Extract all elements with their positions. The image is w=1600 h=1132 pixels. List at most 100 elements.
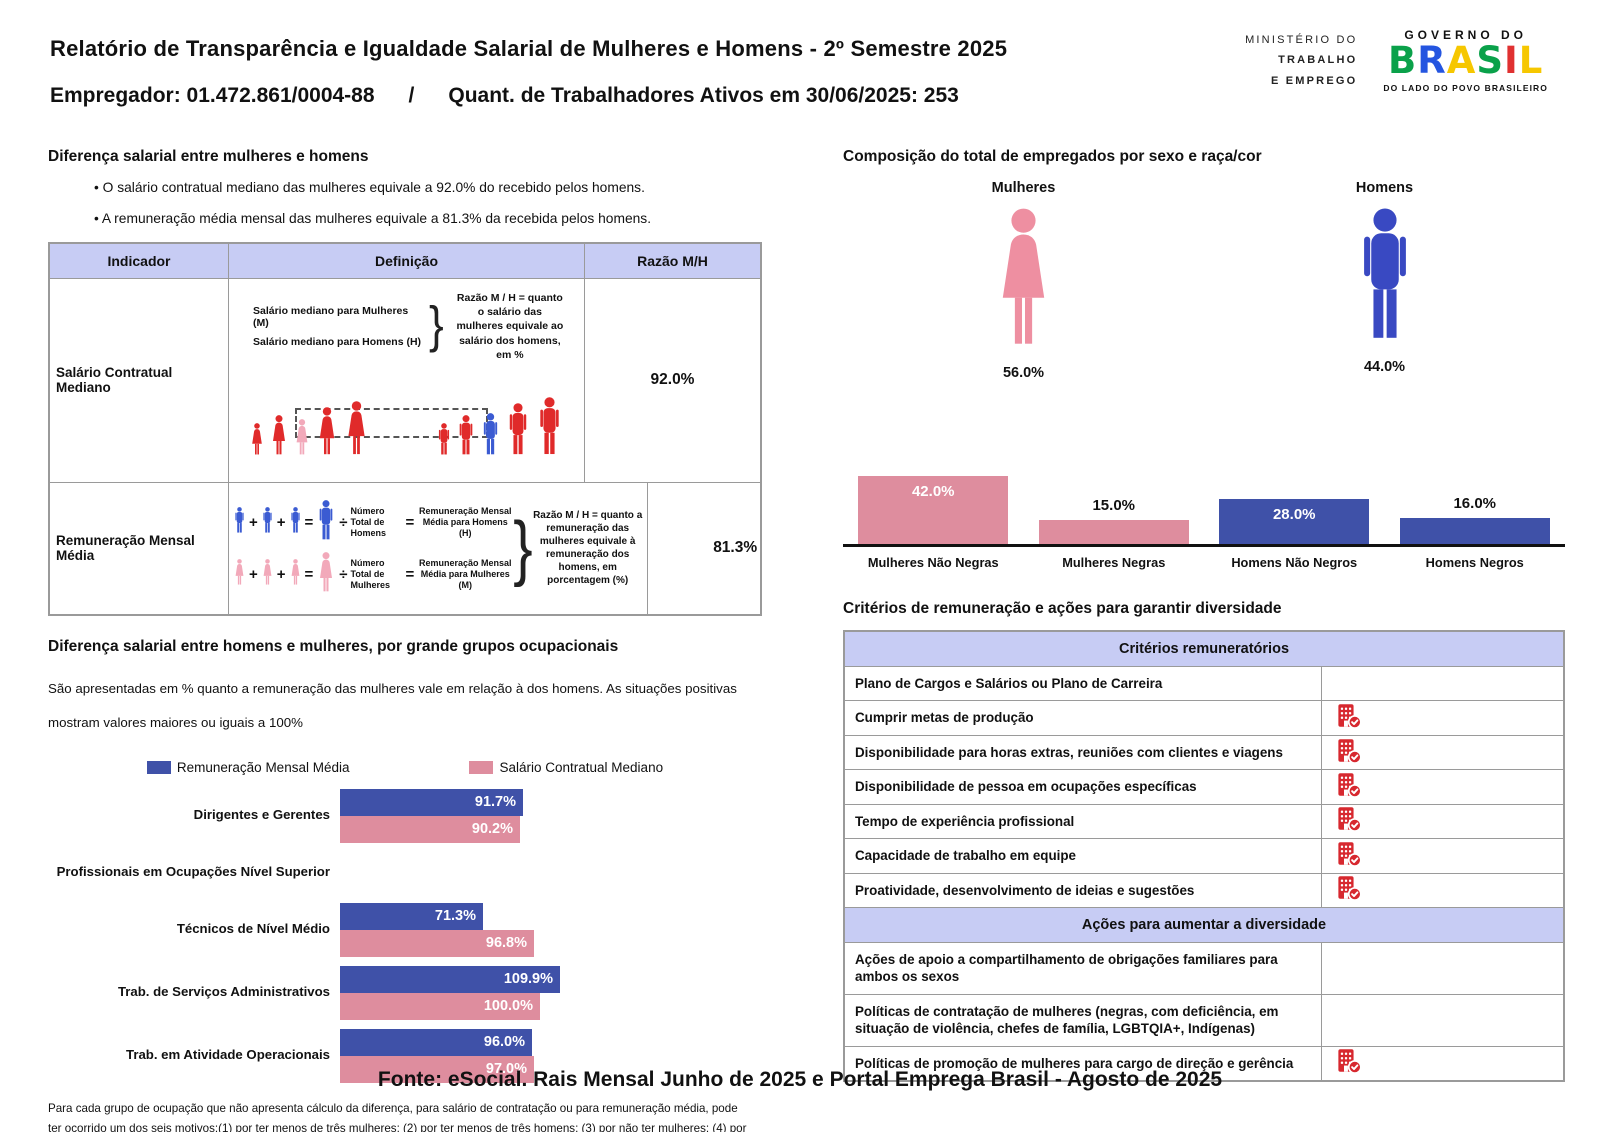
criteria-row: Tempo de experiência profissional <box>845 803 1563 839</box>
legend-item-mean: Remuneração Mensal Média <box>146 759 350 775</box>
population-figures <box>239 364 574 474</box>
gov-tagline: DO LADO DO POVO BRASILEIRO <box>1383 82 1548 93</box>
criteria-label: Disponibilidade para horas extras, reuni… <box>855 744 1283 760</box>
criteria-table: Critérios remuneratórios Plano de Cargos … <box>843 630 1565 1083</box>
occupational-bar: 96.8% <box>340 929 534 957</box>
occupational-category-label: Trab. em Atividade Operacionais <box>126 1047 330 1063</box>
equals-operator: = <box>304 513 314 531</box>
mean-ratio-value: 81.3% <box>646 482 823 614</box>
left-column: Diferença salarial entre mulheres e home… <box>48 148 762 1132</box>
man-icon <box>316 500 336 545</box>
employer-line: Empregador: 01.472.861/0004-88 / Quant. … <box>50 84 1007 108</box>
indicator-name: Remuneração Mensal Média <box>56 533 195 564</box>
occupational-title: Diferença salarial entre homens e mulher… <box>48 637 619 655</box>
woman-icon <box>261 558 274 590</box>
median-men-label: Salário mediano para Homens (H) <box>253 335 422 348</box>
composition-bar <box>1399 518 1550 544</box>
woman-icon <box>315 407 339 460</box>
legend-label: Remuneração Mensal Média <box>176 759 350 775</box>
criteria-row: Ações de apoio a compartilhamento de obr… <box>845 941 1563 994</box>
occupational-group-row: Profissionais em Ocupações Nível Superio… <box>48 852 762 894</box>
company-check-icon <box>1334 874 1363 906</box>
brasil-letter: L <box>1518 39 1544 82</box>
brasil-letter: R <box>1417 39 1447 82</box>
criteria-status-cell <box>1321 994 1563 1046</box>
person-icon-group <box>249 401 370 460</box>
race-composition-plot: 42.0% 15.0% 28.0% 16.0% <box>843 433 1565 547</box>
ministry-line: E EMPREGO <box>1270 74 1358 87</box>
occupational-group-row: Trab. em Atividade Operacionais 96.0% 97.0… <box>48 1028 762 1083</box>
man-icon <box>233 506 246 538</box>
composition-category-label: Mulheres Não Negras <box>867 555 999 570</box>
plus-operator: + <box>249 513 258 531</box>
composition-bar: 42.0% <box>858 476 1009 544</box>
blue-legend-swatch <box>146 760 171 774</box>
salary-gap-title: Diferença salarial entre mulheres e home… <box>48 148 369 165</box>
occupational-bar-pair: 71.3% 96.8% <box>340 902 762 957</box>
criteria-row: Políticas de promoção de mulheres para c… <box>845 1045 1563 1081</box>
criteria-row: Capacidade de trabalho em equipe <box>845 838 1563 873</box>
criteria-section-header: Critérios remuneratórios <box>845 632 1563 666</box>
man-icon <box>261 506 274 538</box>
criteria-label: Tempo de experiência profissional <box>855 813 1075 829</box>
criteria-label: Políticas de contratação de mulheres (ne… <box>855 1003 1279 1037</box>
indicator-table: Indicador Definição Razão M/H Salário Co… <box>48 242 762 616</box>
occupational-category-label: Profissionais em Ocupações Nível Superio… <box>56 864 330 880</box>
criteria-section-header: Ações para aumentar a diversidade <box>845 906 1563 942</box>
criteria-status-cell <box>1321 667 1563 701</box>
composition-category-label: Homens Não Negros <box>1231 555 1358 570</box>
criteria-label: Plano de Cargos e Salários ou Plano de C… <box>855 676 1163 691</box>
col-header-razao: Razão M/H <box>584 244 760 278</box>
men-label: Homens <box>1355 180 1414 196</box>
brasil-letter: I <box>1504 39 1519 82</box>
brasil-wordmark: BRASIL <box>1383 39 1548 82</box>
bar-value-label: 15.0% <box>1092 497 1136 514</box>
composition-bar-column: 15.0% <box>1024 497 1205 544</box>
pink-legend-swatch <box>469 760 494 774</box>
median-labels: Salário mediano para Mulheres (M) Salári… <box>253 298 425 355</box>
bullet-median: O salário contratual mediano das mulhere… <box>94 180 762 195</box>
plus-operator: + <box>276 565 286 583</box>
criteria-label: Capacidade de trabalho em equipe <box>855 848 1077 864</box>
col-header-definicao: Definição <box>228 244 584 278</box>
man-icon <box>436 422 452 460</box>
mean-ratio-explain-block: } Razão M / H = quanto a remuneração das… <box>513 509 642 587</box>
criteria-status-cell <box>1321 873 1563 907</box>
plus-operator: + <box>276 513 286 531</box>
median-definition-cell: Salário mediano para Mulheres (M) Salári… <box>228 279 584 482</box>
separator: / <box>408 84 415 107</box>
occupational-bar-pair: 109.9% 100.0% <box>340 965 762 1020</box>
woman-icon <box>233 558 246 590</box>
criteria-row: Cumprir metas de produção <box>845 700 1563 735</box>
occupational-bar-chart: Dirigentes e Gerentes 91.7% 90.2% Profissio… <box>48 788 762 1083</box>
criteria-status-cell <box>1321 735 1563 770</box>
occupational-group-row: Trab. de Serviços Administrativos 109.9% 1… <box>48 965 762 1020</box>
women-pictogram-block: Mulheres 56.0% <box>843 180 1204 381</box>
occupational-bar: 109.9% <box>340 965 560 993</box>
median-man-icon <box>480 413 501 460</box>
man-icon <box>456 415 476 460</box>
brace-glyph: } <box>429 297 444 355</box>
bar-value-label: 28.0% <box>1272 506 1316 523</box>
criteria-status-cell <box>1321 770 1563 804</box>
criteria-status-cell <box>1321 839 1563 873</box>
divide-operator: ÷ <box>339 565 348 583</box>
man-icon <box>505 403 531 460</box>
occupational-category-label: Técnicos de Nível Médio <box>176 921 330 937</box>
median-ratio-explain: Razão M / H = quanto o salário das mulhe… <box>456 292 564 361</box>
divisor-label: Número Total de Homens <box>350 506 387 538</box>
composition-bar <box>1038 520 1189 544</box>
source-footer: Fonte: eSocial. Rais Mensal Junho de 202… <box>377 1068 1223 1091</box>
divisor-label: Número Total de Mulheres <box>350 558 391 590</box>
woman-icon <box>249 422 265 460</box>
gov-top-label: GOVERNO DO <box>1404 28 1528 42</box>
criteria-label: Ações de apoio a compartilhamento de obr… <box>855 951 1278 985</box>
criteria-label: Proatividade, desenvolvimento de ideias … <box>855 882 1195 898</box>
result-label: Remuneração Mensal Média para Homens (H) <box>419 506 512 538</box>
mean-ratio-explain: Razão M / H = quanto a remuneração das m… <box>533 510 643 587</box>
criteria-status-cell <box>1321 701 1563 735</box>
formula-line: + + = ÷ Número Total de Homens = Remuneração M… <box>233 500 513 545</box>
criteria-status-cell <box>1321 942 1563 994</box>
occupational-footnote: Para cada grupo de ocupação que não apre… <box>48 1101 747 1132</box>
